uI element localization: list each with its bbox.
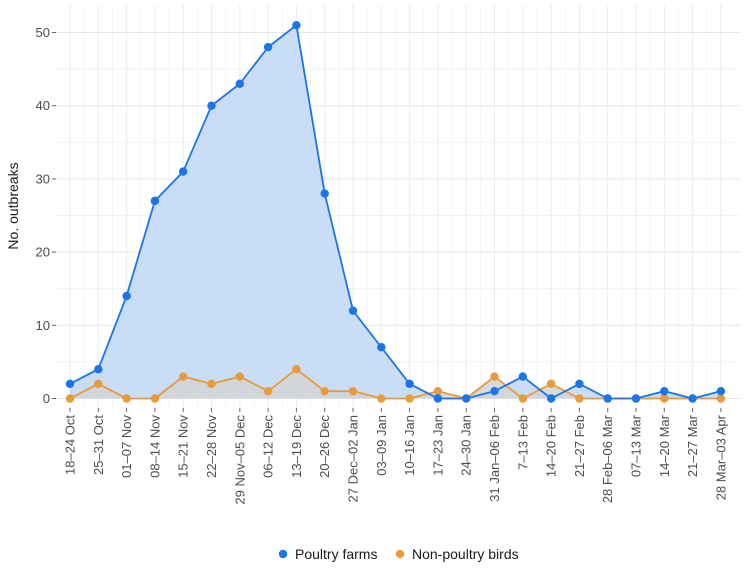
x-tick-label: 28 Mar–03 Apr: [713, 414, 728, 500]
point-non-poultry-birds: [546, 379, 556, 389]
y-tick-label: 10: [36, 318, 50, 333]
y-tick-label: 30: [36, 171, 50, 186]
x-tick-label: 03–09 Jan: [374, 415, 389, 476]
point-non-poultry-birds: [405, 394, 414, 403]
point-poultry-farms: [65, 379, 75, 389]
point-poultry-farms: [575, 379, 584, 389]
legend-key-non-poultry-birds: [395, 549, 405, 559]
x-tick-label: 07–13 Mar: [629, 414, 644, 477]
point-poultry-farms: [235, 79, 244, 88]
point-non-poultry-birds: [263, 386, 273, 396]
x-tick-label: 06–12 Dec: [261, 415, 276, 478]
legend-item-poultry-farms: Poultry farms: [278, 546, 377, 562]
point-non-poultry-birds: [490, 372, 499, 381]
point-poultry-farms: [603, 394, 612, 403]
point-poultry-farms: [150, 196, 160, 206]
x-tick-label: 21–27 Feb: [572, 415, 587, 477]
point-poultry-farms: [631, 394, 641, 403]
point-poultry-farms: [94, 365, 103, 374]
legend-key-poultry-farms: [278, 549, 288, 559]
point-non-poultry-birds: [65, 394, 75, 403]
point-poultry-farms: [292, 20, 301, 30]
area-poultry-farms: [70, 25, 721, 399]
point-poultry-farms: [660, 386, 669, 396]
point-non-poultry-birds: [575, 394, 584, 403]
point-poultry-farms: [377, 343, 386, 352]
x-tick-label: 08–14 Nov: [147, 415, 162, 478]
legend-item-non-poultry-birds: Non-poultry birds: [395, 546, 519, 562]
point-poultry-farms: [405, 379, 414, 389]
point-non-poultry-birds: [179, 372, 188, 381]
x-tick-label: 01–07 Nov: [119, 415, 134, 478]
x-tick-label: 20–26 Dec: [317, 415, 332, 478]
x-tick-label: 7–13 Feb: [515, 415, 530, 470]
point-poultry-farms: [320, 189, 329, 198]
area-non-poultry-birds: [70, 369, 721, 399]
y-tick-label: 50: [36, 25, 50, 40]
point-non-poultry-birds: [348, 386, 358, 396]
y-tick-label: 0: [43, 391, 50, 406]
line-poultry-farms: [69, 24, 722, 400]
x-tick-label: 28 Feb–06 Mar: [600, 414, 615, 503]
point-non-poultry-birds: [377, 394, 386, 403]
point-non-poultry-birds: [433, 386, 443, 396]
point-non-poultry-birds: [660, 394, 669, 403]
point-non-poultry-birds: [235, 372, 244, 381]
point-non-poultry-birds: [292, 365, 301, 374]
x-tick-label: 31 Jan–06 Feb: [487, 415, 502, 502]
point-non-poultry-birds: [207, 379, 216, 389]
x-tick-label: 22–28 Nov: [204, 415, 219, 478]
series-lines: [69, 24, 722, 400]
point-non-poultry-birds: [94, 379, 103, 389]
x-tick-label: 10–16 Jan: [402, 415, 417, 476]
point-poultry-farms: [688, 394, 697, 403]
point-non-poultry-birds: [518, 394, 527, 403]
x-tick-label: 17–23 Jan: [430, 415, 445, 476]
point-poultry-farms: [122, 291, 131, 301]
x-tick-label: 29 Nov–05 Dec: [232, 415, 247, 505]
x-tick-label: 27 Dec–02 Jan: [346, 415, 361, 502]
y-axis-title: No. outbreaks: [5, 162, 21, 249]
x-tick-label: 21–27 Mar: [685, 414, 700, 477]
legend: Poultry farms Non-poultry birds: [278, 546, 519, 562]
point-non-poultry-birds: [122, 394, 131, 403]
y-axis-ticks: 0 10 20 30 40 50: [36, 25, 56, 406]
y-tick-label: 20: [36, 245, 50, 260]
point-poultry-farms: [207, 101, 216, 110]
series-areas: [70, 25, 721, 399]
point-poultry-farms: [716, 386, 726, 396]
x-tick-label: 25–31 Oct: [91, 415, 106, 475]
x-tick-label: 14–20 Mar: [657, 414, 672, 477]
point-non-poultry-birds: [320, 386, 329, 396]
x-tick-label: 18–24 Oct: [63, 415, 78, 475]
point-poultry-farms: [179, 167, 188, 176]
point-poultry-farms: [263, 42, 273, 52]
legend-label-non-poultry-birds: Non-poultry birds: [412, 546, 519, 562]
point-non-poultry-birds: [716, 394, 726, 403]
point-poultry-farms: [518, 372, 527, 381]
x-tick-label: 14–20 Feb: [544, 415, 559, 477]
point-poultry-farms: [433, 394, 443, 403]
point-poultry-farms: [490, 386, 499, 396]
y-tick-label: 40: [36, 98, 50, 113]
point-non-poultry-birds: [150, 394, 160, 403]
series-points: [65, 20, 726, 403]
x-axis-ticks: 18–24 Oct 25–31 Oct 01–07 Nov 08–14 Nov 15–2…: [63, 408, 728, 505]
point-poultry-farms: [462, 394, 471, 403]
legend-label-poultry-farms: Poultry farms: [295, 546, 377, 562]
point-poultry-farms: [546, 394, 556, 403]
x-tick-label: 24–30 Jan: [459, 415, 474, 476]
x-tick-label: 15–21 Nov: [176, 415, 191, 478]
point-poultry-farms: [348, 306, 358, 315]
x-tick-label: 13–19 Dec: [289, 415, 304, 478]
